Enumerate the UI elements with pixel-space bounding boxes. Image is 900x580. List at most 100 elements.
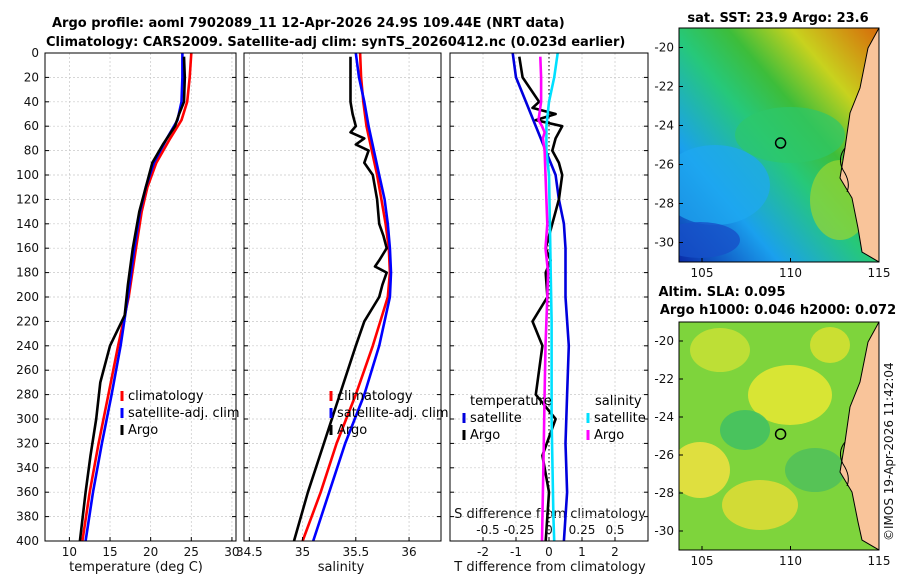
legend-title-temperature: temperature: [470, 394, 552, 409]
y-tick-label: 320: [16, 436, 39, 450]
map-y-tick-label: -30: [654, 524, 674, 538]
x-tick-label: 30: [224, 545, 239, 559]
y-tick-label: 20: [24, 70, 39, 84]
sst-map-title: sat. SST: 23.9 Argo: 23.6: [687, 11, 868, 26]
sla-anomaly-blob: [720, 410, 770, 450]
legend-label: Argo: [470, 428, 500, 443]
shelf-contour: [839, 147, 849, 193]
y-tick-label: 220: [16, 314, 39, 328]
map-field: [679, 322, 879, 550]
argo-position-marker: [774, 428, 787, 440]
x-tick-label: 10: [62, 545, 77, 559]
y-tick-label: 180: [16, 266, 39, 280]
s-tick-label: 0.25: [569, 523, 596, 537]
s-tick-label: 0.5: [605, 523, 624, 537]
map-y-tick-label: -24: [654, 410, 674, 424]
map-x-tick-label: 105: [691, 554, 714, 568]
x-tick-label: 36: [401, 545, 416, 559]
series-line-climatology: [301, 52, 392, 542]
y-tick-label: 300: [16, 412, 39, 426]
series-line-temperature-satellite: [511, 52, 571, 542]
map-y-tick-label: -20: [654, 334, 674, 348]
salinity-axis-label: salinity: [318, 560, 365, 575]
map-y-tick-label: -20: [654, 41, 674, 55]
s-tick-label: 0: [545, 523, 553, 537]
series-line-satellite-adj-clim: [311, 52, 393, 542]
legend-label: satellite: [594, 411, 646, 426]
y-tick-label: 360: [16, 485, 39, 499]
y-tick-label: 40: [24, 95, 39, 109]
legend-label: Argo: [337, 423, 367, 438]
x-tick-label: 2: [611, 545, 619, 559]
legend-label: climatology: [128, 389, 204, 404]
s-difference-axis-label: S difference from climatology: [454, 507, 646, 522]
sla-anomaly-blob: [785, 448, 845, 492]
series-line-climatology: [81, 52, 193, 542]
sla-map-title-line1: Altim. SLA: 0.095: [659, 285, 786, 300]
legend-label: satellite: [470, 411, 522, 426]
x-tick-label: 34.5: [236, 545, 263, 559]
y-tick-label: 340: [16, 461, 39, 475]
series-line-argo: [78, 56, 187, 542]
map-x-tick-label: 105: [691, 266, 714, 280]
s-tick-label: -0.5: [476, 523, 499, 537]
y-tick-label: 200: [16, 290, 39, 304]
y-tick-label: 120: [16, 192, 39, 206]
sla-map-title-line2: Argo h1000: 0.046 h2000: 0.072: [660, 303, 896, 318]
figure-title-line2: Climatology: CARS2009. Satellite-adj cli…: [46, 35, 625, 50]
y-tick-label: 160: [16, 241, 39, 255]
difference-panel: T difference from climatology S differen…: [449, 52, 649, 575]
map-x-tick-label: 110: [779, 554, 802, 568]
sla-anomaly-blob: [810, 327, 850, 363]
map-field: [679, 28, 879, 262]
argo-position-marker: [774, 137, 787, 149]
land-mass: [839, 28, 879, 262]
legend-label: satellite-adj. clim: [337, 406, 449, 421]
temperature-panel: temperature (deg C) 0 20 40 60 80 100 120 140 16…: [16, 46, 240, 575]
t-difference-axis-label: T difference from climatology: [453, 560, 646, 575]
y-tick-label: 280: [16, 388, 39, 402]
series-line-argo: [292, 56, 389, 542]
y-tick-label: 380: [16, 510, 39, 524]
sla-anomaly-blob: [748, 365, 832, 425]
map-frame: [678, 27, 880, 263]
sst-warm-patch: [735, 107, 845, 163]
map-y-tick-label: -30: [654, 236, 674, 250]
sla-map: Altim. SLA: 0.095 Argo h1000: 0.046 h200…: [654, 285, 896, 568]
s-tick-label: -0.25: [503, 523, 534, 537]
map-y-tick-label: -28: [654, 197, 674, 211]
series-line-temperature-argo: [518, 56, 564, 542]
sst-cool-patch: [679, 145, 770, 225]
y-tick-label: 260: [16, 363, 39, 377]
figure-title-line1: Argo profile: aoml 7902089_11 12-Apr-202…: [52, 16, 565, 31]
legend-label: satellite-adj. clim: [128, 406, 240, 421]
legend-label: Argo: [594, 428, 624, 443]
x-tick-label: -2: [477, 545, 489, 559]
y-tick-label: 140: [16, 217, 39, 231]
sst-map: sat. SST: 23.9 Argo: 23.6 105 110 115 -20 -2…: [654, 11, 890, 280]
x-tick-label: 1: [578, 545, 586, 559]
temperature-axis-label: temperature (deg C): [69, 560, 203, 575]
map-x-tick-label: 115: [868, 266, 891, 280]
legend-label: climatology: [337, 389, 413, 404]
series-line-salinity-argo: [537, 56, 550, 542]
sla-anomaly-blob: [690, 328, 750, 372]
map-y-tick-label: -24: [654, 119, 674, 133]
shelf-contour: [839, 441, 849, 487]
y-tick-label: 60: [24, 119, 39, 133]
x-tick-label: 15: [102, 545, 117, 559]
map-y-tick-label: -22: [654, 372, 674, 386]
imos-timestamp: ©IMOS 19-Apr-2026 11:42:04: [882, 362, 896, 541]
sst-cool-patch: [679, 222, 740, 258]
x-tick-label: -1: [510, 545, 522, 559]
series-line-salinity-satellite: [545, 52, 559, 542]
salinity-panel: salinity 34.5 35 35.5 36 climatology satellit…: [236, 52, 449, 575]
y-tick-label: 400: [16, 534, 39, 548]
x-tick-label: 20: [143, 545, 158, 559]
map-y-tick-label: -22: [654, 80, 674, 94]
x-tick-label: 0: [545, 545, 553, 559]
map-y-tick-label: -26: [654, 448, 674, 462]
map-frame: [678, 321, 880, 551]
sla-anomaly-blob: [722, 480, 798, 530]
